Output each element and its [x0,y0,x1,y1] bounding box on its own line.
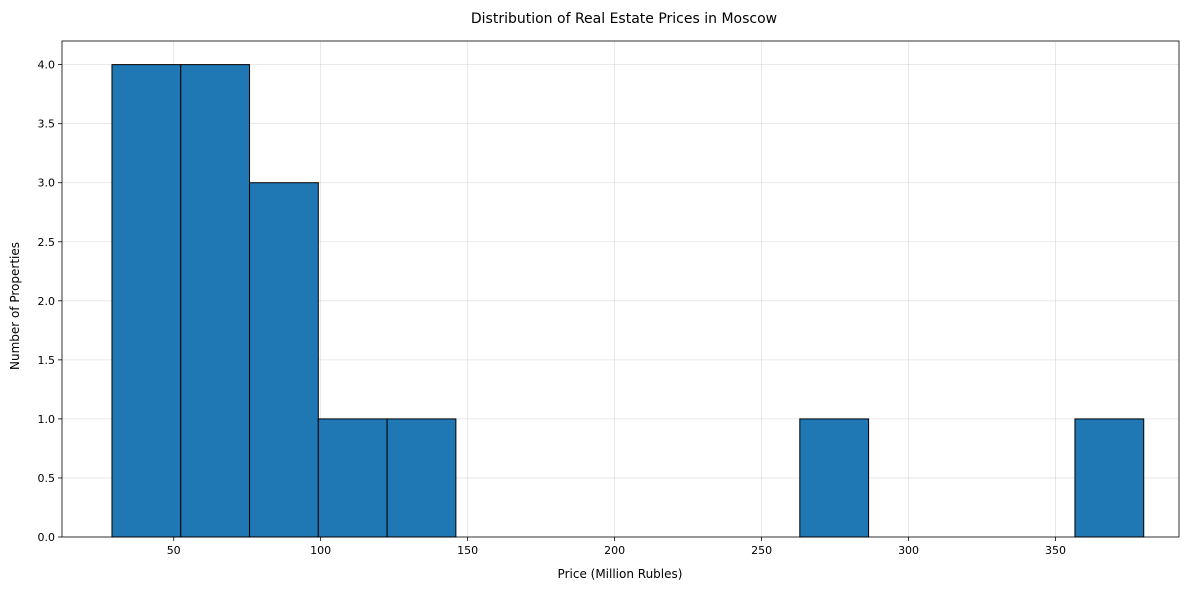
chart-title: Distribution of Real Estate Prices in Mo… [471,11,777,27]
bars [111,64,1145,538]
y-tick-label-3: 1.5 [38,354,56,367]
y-tick-label-7: 3.5 [38,118,56,131]
y-tick-label-5: 2.5 [38,236,56,249]
histogram-bar-10 [799,418,870,538]
x-axis-ticks: 50 100 150 200 250 300 350 [167,537,1066,557]
y-axis-label: Number of Properties [8,242,22,370]
x-tick-label-4: 250 [751,544,772,557]
y-tick-label-4: 2.0 [38,295,56,308]
x-tick-label-5: 300 [898,544,919,557]
y-tick-label-6: 3.0 [38,177,56,190]
histogram-bar-4 [386,418,457,538]
plot-frame [61,40,1180,538]
y-tick-label-8: 4.0 [38,59,56,72]
x-tick-label-0: 50 [167,544,181,557]
histogram-bar-1 [180,64,251,538]
histogram-bar-2 [249,182,319,538]
x-tick-label-3: 200 [604,544,625,557]
histogram-bar-0 [111,64,182,538]
x-axis-label: Price (Million Rubles) [558,567,683,581]
histogram-bar-3 [317,418,388,538]
y-axis-ticks: 0.0 0.5 1.0 1.5 2.0 2.5 3.0 3.5 4.0 [38,59,62,544]
histogram-bar-14 [1074,418,1145,538]
x-tick-label-1: 100 [310,544,331,557]
x-tick-label-6: 350 [1045,544,1066,557]
y-tick-label-1: 0.5 [38,472,56,485]
x-tick-label-2: 150 [457,544,478,557]
y-tick-label-0: 0.0 [38,531,56,544]
y-tick-label-2: 1.0 [38,413,56,426]
axes-frame [61,40,1180,538]
